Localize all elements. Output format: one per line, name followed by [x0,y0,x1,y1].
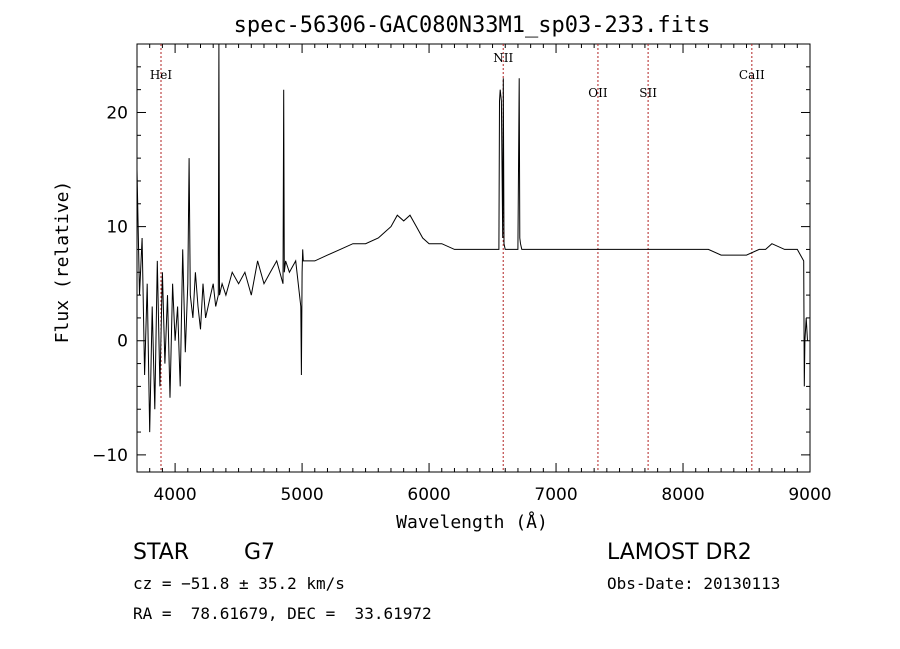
line-marker-label: HeI [150,68,173,82]
x-tick-label: 7000 [534,485,577,505]
subclass-label: G7 [244,540,276,565]
y-tick-label: 10 [106,218,128,238]
y-tick-label: 20 [106,103,128,123]
obs-date-text: Obs-Date: 20130113 [607,574,781,593]
spectrum-line [136,43,808,433]
y-axis-label: Flux (relative) [52,181,73,344]
emission-line-markers: HeI NII OII SII CaII [150,44,765,472]
spectrum-chart: spec-56306-GAC080N33M1_sp03-233.fits 400… [52,13,832,533]
x-tick-label: 5000 [280,485,323,505]
line-marker-label: OII [588,86,608,100]
y-tick-label: −10 [92,446,128,466]
x-axis-label: Wavelength (Å) [396,511,548,533]
spectrum-series [136,43,808,433]
line-marker-label: SII [639,86,657,100]
y-axis: −10 0 10 20 [92,66,810,466]
x-tick-label: 6000 [407,485,450,505]
plot-frame [136,43,811,473]
redshift-text: cz = −51.8 ± 35.2 km/s [133,574,345,593]
line-marker-label: CaII [739,68,765,82]
line-marker-label: NII [493,51,513,65]
y-tick-label: 0 [117,332,128,352]
x-tick-label: 4000 [153,485,196,505]
chart-title: spec-56306-GAC080N33M1_sp03-233.fits [234,13,711,38]
x-tick-label: 8000 [661,485,704,505]
survey-label: LAMOST DR2 [607,540,752,565]
x-axis: 4000 5000 6000 7000 8000 9000 [149,44,832,505]
x-tick-label: 9000 [788,485,831,505]
class-label: STAR [133,540,190,565]
coordinates-text: RA = 78.61679, DEC = 33.61972 [133,604,432,623]
